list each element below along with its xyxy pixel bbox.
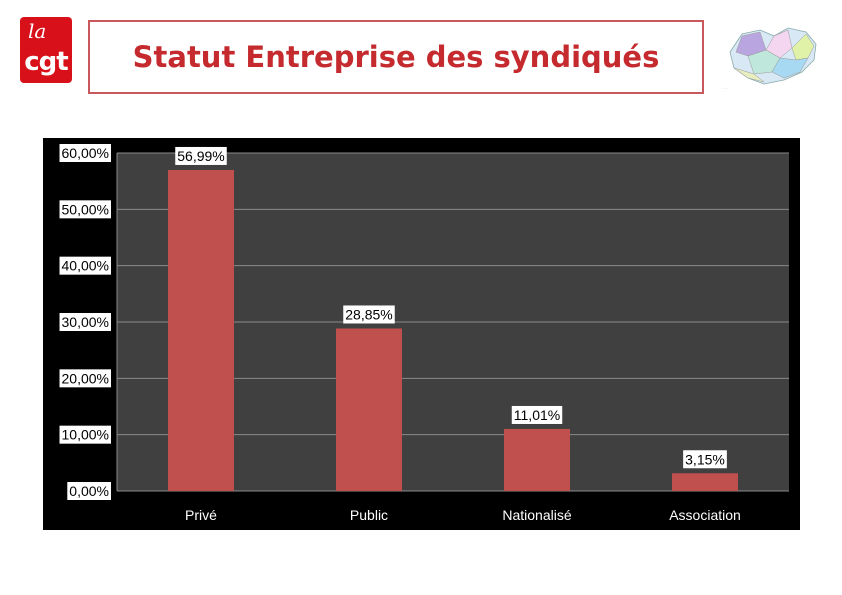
map-caption-decoration: ······ [722, 86, 728, 90]
data-label-bg [343, 305, 395, 324]
bar-chart: 0,00% 10,00% 20,00% 30,00% 40,00% 50,00% 60,00… [59, 144, 789, 523]
y-tick-label: 0,00% [69, 483, 109, 499]
y-tick-label: 10,00% [62, 427, 109, 443]
region-map-image [729, 27, 817, 85]
bar [336, 328, 402, 491]
y-tick-label-bg [59, 144, 111, 162]
logo-la-text: la [28, 19, 47, 43]
bar [168, 169, 234, 491]
y-tick-label-bg [67, 482, 111, 500]
y-tick-label-bg [59, 425, 111, 444]
x-tick-label: Nationalisé [502, 507, 571, 523]
page-title: Statut Entreprise des syndiqués [132, 40, 660, 74]
data-label-bg [683, 450, 727, 469]
logo-cgt-text: cgt [24, 47, 68, 77]
y-tick-label: 30,00% [62, 314, 109, 330]
data-label: 56,99% [177, 148, 224, 164]
y-tick-label-bg [59, 200, 111, 219]
title-frame: Statut Entreprise des syndiqués [88, 20, 704, 94]
chart-area: 0,00% 10,00% 20,00% 30,00% 40,00% 50,00% 60,00… [43, 138, 800, 530]
y-tick-label: 60,00% [62, 145, 109, 161]
y-tick-label: 20,00% [62, 370, 109, 386]
y-tick-label: 40,00% [62, 258, 109, 274]
bar [672, 473, 738, 491]
y-tick-label-bg [59, 313, 111, 331]
cgt-logo: la cgt [20, 17, 72, 83]
data-label: 3,15% [685, 451, 725, 467]
data-label: 11,01% [514, 407, 560, 423]
data-label: 28,85% [345, 306, 392, 322]
y-tick-label-bg [59, 369, 111, 388]
x-tick-label: Association [669, 507, 741, 523]
data-label-bg [511, 405, 563, 424]
y-tick-label: 50,00% [62, 201, 109, 217]
data-label-bg [175, 146, 227, 165]
y-tick-label-bg [59, 256, 111, 275]
x-tick-label: Public [350, 507, 388, 523]
bar [504, 428, 570, 491]
x-tick-label: Privé [185, 507, 217, 523]
